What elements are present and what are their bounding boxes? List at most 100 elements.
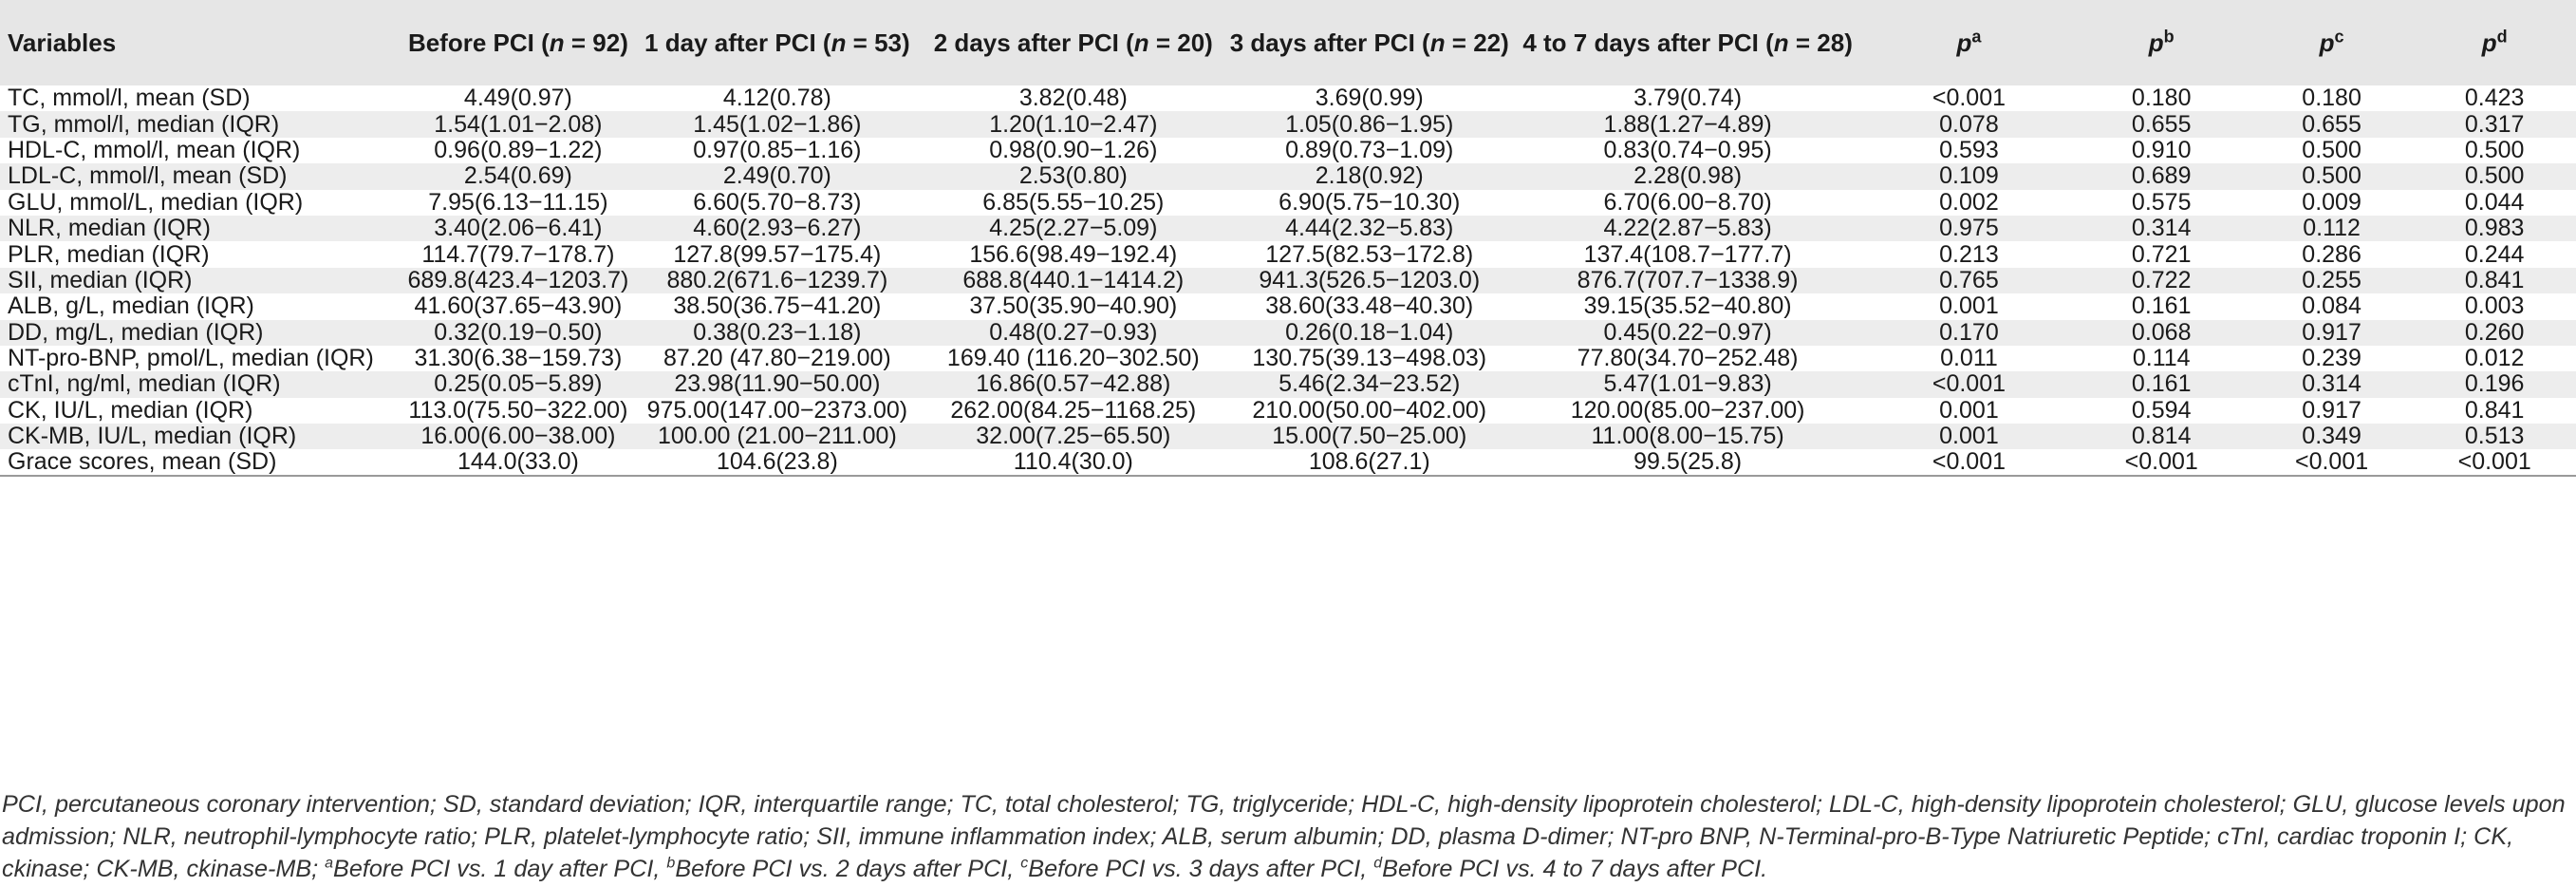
cell-p-a: <0.001 (1932, 370, 2007, 398)
cell-p-c: 0.500 (2302, 136, 2361, 163)
cell-before-pci: 0.96(0.89−1.22) (434, 136, 603, 163)
cell-day4-7: 0.45(0.22−0.97) (1603, 318, 1772, 346)
cell-p-b: 0.161 (2131, 293, 2192, 320)
cell-day1: 880.2(671.6−1239.7) (666, 266, 888, 293)
cell-p-b: 0.594 (2131, 396, 2192, 424)
header-day2-post: = 20) (1148, 28, 1213, 57)
cell-p-b: 0.814 (2131, 423, 2192, 450)
cell-day1: 975.00(147.00−2373.00) (646, 396, 908, 424)
cell-p-b: 0.180 (2131, 85, 2192, 112)
table-row: DD, mg/L, median (IQR) 0.32(0.19−0.50) 0.3… (0, 318, 2576, 346)
header-day4-7: 4 to 7 days after PCI (n = 28) (1510, 0, 1865, 85)
cell-p-b: 0.721 (2131, 240, 2192, 268)
cell-p-a: 0.975 (1939, 215, 1999, 242)
cell-p-b: 0.068 (2131, 318, 2192, 346)
footnote-note-d: Before PCI vs. 4 to 7 days after PCI. (1382, 856, 1768, 882)
footnote-note-c: Before PCI vs. 3 days after PCI, (1028, 856, 1374, 882)
cell-p-d: 0.317 (2464, 110, 2525, 138)
cell-variable: PLR, median (IQR) (8, 240, 210, 268)
cell-p-c: 0.180 (2302, 85, 2361, 112)
cell-day4-7: 0.83(0.74−0.95) (1603, 136, 1772, 163)
cell-day2: 32.00(7.25−65.50) (976, 423, 1171, 450)
cell-p-d: 0.003 (2464, 293, 2525, 320)
cell-p-c: 0.349 (2302, 423, 2361, 450)
cell-before-pci: 0.25(0.05−5.89) (434, 370, 603, 398)
cell-p-d: 0.841 (2464, 396, 2525, 424)
cell-p-d: 0.260 (2464, 318, 2525, 346)
cell-day4-7: 4.22(2.87−5.83) (1603, 215, 1772, 242)
header-p-d-p: p (2481, 28, 2497, 57)
header-day1: 1 day after PCI (n = 53) (637, 0, 918, 85)
cell-p-c: 0.655 (2302, 110, 2361, 138)
cell-before-pci: 113.0(75.50−322.00) (408, 396, 628, 424)
cell-day1: 104.6(23.8) (636, 449, 919, 478)
cell-day3: 0.26(0.18−1.04) (1285, 318, 1454, 346)
cell-p-b: 0.314 (2131, 215, 2192, 242)
cell-day3: 6.90(5.75−10.30) (1279, 188, 1461, 216)
results-table: Variables Before PCI (n = 92) 1 day afte… (0, 0, 2576, 478)
table-row: PLR, median (IQR) 114.7(79.7−178.7) 127.8(… (0, 241, 2576, 267)
cell-variable: TC, mmol/l, mean (SD) (8, 85, 251, 112)
header-p-b-p: p (2148, 28, 2164, 57)
table-row: Grace scores, mean (SD) 144.0(33.0) 104.6(… (0, 449, 2576, 478)
cell-day3: 2.18(0.92) (1315, 162, 1424, 190)
cell-day2: 688.8(440.1−1414.2) (962, 266, 1185, 293)
cell-p-b: <0.001 (2072, 449, 2250, 478)
cell-before-pci: 31.30(6.38−159.73) (414, 345, 623, 372)
cell-variable: CK, IU/L, median (IQR) (8, 396, 253, 424)
cell-day4-7: 39.15(35.52−40.80) (1583, 293, 1792, 320)
cell-day3: 108.6(27.1) (1228, 449, 1510, 478)
header-p-b: pb (2073, 0, 2250, 85)
cell-p-c: 0.009 (2302, 188, 2361, 216)
cell-day3: 15.00(7.50−25.00) (1272, 423, 1467, 450)
cell-p-d: 0.500 (2464, 162, 2525, 190)
cell-day2: 16.86(0.57−42.88) (976, 370, 1171, 398)
cell-variable: SII, median (IQR) (8, 266, 193, 293)
table-footnote: PCI, percutaneous coronary intervention;… (2, 788, 2574, 885)
cell-p-d: 0.244 (2464, 240, 2525, 268)
table-row: cTnI, ng/ml, median (IQR) 0.25(0.05−5.89)… (0, 370, 2576, 398)
cell-day1: 0.97(0.85−1.16) (693, 136, 862, 163)
header-p-a-p: p (1956, 28, 1972, 57)
table-row: NT-pro-BNP, pmol/L, median (IQR) 31.30(6.… (0, 345, 2576, 372)
cell-p-c: 0.917 (2302, 318, 2361, 346)
cell-p-d: 0.513 (2464, 423, 2525, 450)
cell-p-c: 0.239 (2302, 345, 2361, 372)
cell-day2: 0.98(0.90−1.26) (989, 136, 1158, 163)
header-day3-n: n (1429, 28, 1446, 57)
cell-p-b: 0.575 (2131, 188, 2192, 216)
header-before-pci-n: n (549, 28, 565, 57)
cell-day3: 3.69(0.99) (1315, 85, 1424, 112)
cell-variable: NT-pro-BNP, pmol/L, median (IQR) (8, 345, 374, 372)
cell-p-d: 0.044 (2464, 188, 2525, 216)
footnote-note-a: Before PCI vs. 1 day after PCI, (333, 856, 667, 882)
footnote-sup-a: a (325, 855, 334, 872)
cell-p-a: 0.213 (1939, 240, 1999, 268)
cell-p-c: 0.084 (2302, 293, 2361, 320)
cell-day3: 210.00(50.00−402.00) (1252, 396, 1487, 424)
cell-p-c: 0.500 (2302, 162, 2361, 190)
cell-p-d: 0.841 (2464, 266, 2525, 293)
cell-day1: 2.49(0.70) (722, 162, 831, 190)
header-day3-post: = 22) (1445, 28, 1509, 57)
cell-day1: 127.8(99.57−175.4) (673, 240, 882, 268)
cell-day2: 110.4(30.0) (918, 449, 1229, 478)
header-p-c: pc (2250, 0, 2414, 85)
header-p-b-sup: b (2163, 26, 2175, 46)
cell-day2: 6.85(5.55−10.25) (982, 188, 1165, 216)
cell-p-a: <0.001 (1932, 85, 2007, 112)
cell-p-c: 0.917 (2302, 396, 2361, 424)
cell-variable: TG, mmol/l, median (IQR) (8, 110, 280, 138)
header-before-pci-pre: Before PCI ( (407, 28, 550, 57)
cell-p-d: <0.001 (2413, 449, 2576, 478)
cell-before-pci: 41.60(37.65−43.90) (414, 293, 623, 320)
cell-before-pci: 1.54(1.01−2.08) (434, 110, 603, 138)
cell-p-b: 0.114 (2132, 345, 2191, 372)
cell-p-a: 0.170 (1939, 318, 1999, 346)
cell-p-a: 0.002 (1939, 188, 1999, 216)
cell-before-pci: 3.40(2.06−6.41) (434, 215, 603, 242)
cell-variable: DD, mg/L, median (IQR) (8, 318, 264, 346)
table-row: HDL-C, mmol/l, mean (IQR) 0.96(0.89−1.22)… (0, 136, 2576, 163)
cell-p-c: 0.112 (2303, 215, 2361, 242)
